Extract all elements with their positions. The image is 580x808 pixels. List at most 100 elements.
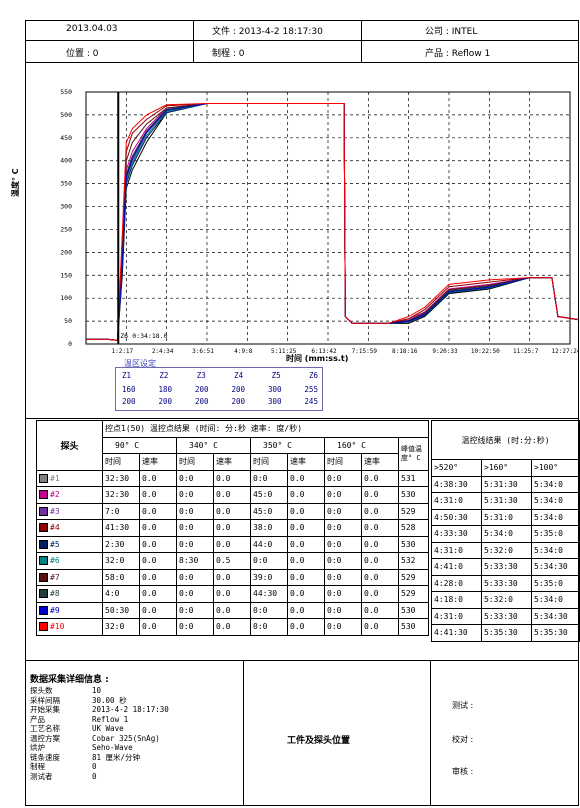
probe-top-header: 控点1(50) 温控点结果 (时间: 分:秒 速率: 度/秒): [101, 420, 430, 438]
probe-cell: 38:0: [250, 519, 288, 537]
result-row: 4:18:0 5:32:0 5:34:0: [431, 591, 580, 609]
y-tick-label: 500: [60, 111, 72, 119]
probe-name: #1: [36, 469, 103, 487]
result-cell: 4:41:30: [431, 624, 482, 642]
probe-cell: 32:0: [102, 618, 140, 636]
zone-label: Z2: [159, 371, 169, 380]
probe-peak: 531: [397, 469, 430, 487]
probe-cell: 44:30: [250, 585, 288, 603]
result-cell: 5:31:30: [481, 475, 532, 493]
series-line-2: [86, 103, 578, 341]
probe-name: #6: [36, 552, 103, 570]
probe-name: #8: [36, 585, 103, 603]
probe-cell: 0.0: [139, 469, 177, 487]
result-cell: 5:33:30: [481, 558, 532, 576]
probe-cell: 0.0: [213, 486, 251, 504]
probe-color-swatch: [39, 523, 48, 533]
result-cell: 4:31:0: [431, 607, 482, 625]
chart-series: [86, 103, 578, 341]
probe-cell: 41:30: [102, 519, 140, 537]
probe-table: 探头 控点1(50) 温控点结果 (时间: 分:秒 速率: 度/秒) 90° C…: [36, 420, 430, 636]
details-row: 工艺名称 UK Wave: [30, 724, 169, 734]
probe-cell: 0:0: [176, 502, 214, 520]
probe-color-swatch: [39, 473, 48, 483]
probe-row: #3 7:0 0.0 0:0 0.0 45:0 0.0 0:0 0.0 529: [36, 502, 430, 520]
probe-cell: 0.0: [139, 502, 177, 520]
probe-cell: 0.5: [213, 552, 251, 570]
result-cell: 5:35:30: [531, 624, 580, 642]
probe-name: #2: [36, 486, 103, 504]
probe-cell: 0.0: [213, 601, 251, 619]
probe-name: #5: [36, 535, 103, 553]
probe-cell: 0.0: [287, 585, 325, 603]
probe-name: #3: [36, 502, 103, 520]
rate-col-header: 速率: [361, 453, 399, 471]
probe-row: #7 58:0 0.0 0:0 0.0 39:0 0.0 0:0 0.0 529: [36, 568, 430, 586]
probe-cell: 0:0: [324, 568, 362, 586]
result-cell: 5:31:30: [481, 492, 532, 510]
time-col-header: 时间: [102, 453, 140, 471]
probe-cell: 0:0: [176, 568, 214, 586]
y-tick-label: 50: [64, 317, 72, 325]
details-title: 数据采集详细信息 :: [30, 675, 109, 685]
result-row: 4:50:30 5:31:0 5:34:0: [431, 508, 580, 526]
temp-header-2: 340° C: [176, 436, 251, 454]
probe-cell: 0.0: [213, 502, 251, 520]
details-key: 产品: [30, 714, 45, 724]
header-divider: [25, 40, 579, 41]
result-cell: 5:34:0: [531, 492, 580, 510]
probe-cell: 0:0: [176, 585, 214, 603]
probe-cell: 32:0: [102, 552, 140, 570]
details-key: 采样间隔: [30, 695, 60, 705]
temperature-chart: 0 50 100 150 200 250 300 350 400 450 500 550 1:2:17…: [60, 88, 578, 355]
probe-cell: 0.0: [287, 519, 325, 537]
probe-cell: 0.0: [213, 618, 251, 636]
chart-grid: [86, 92, 570, 344]
probe-cell: 50:30: [102, 601, 140, 619]
series-line-8: [86, 103, 578, 341]
probe-peak: 530: [397, 486, 430, 504]
probe-row: #9 50:30 0.0 0:0 0.0 0:0 0.0 0:0 0.0 530: [36, 601, 430, 619]
probe-cell: 0:0: [324, 469, 362, 487]
series-line-1: [86, 103, 578, 341]
result-cell: 5:34:0: [531, 475, 580, 493]
probe-row: #8 4:0 0.0 0:0 0.0 44:30 0.0 0:0 0.0 529: [36, 585, 430, 603]
probe-cell: 0:0: [324, 535, 362, 553]
details-value: 0: [92, 762, 97, 771]
probe-header: 探头: [36, 420, 103, 471]
probe-cell: 0:0: [324, 486, 362, 504]
details-value: Cobar 325(SnAg): [92, 733, 160, 743]
details-value: 30.00 秒: [92, 695, 127, 705]
y-tick-label: 550: [60, 88, 72, 96]
result-row: 4:28:0 5:33:30 5:35:0: [431, 574, 580, 592]
header-vline-1: [193, 20, 194, 62]
probe-cell: 0.0: [287, 552, 325, 570]
review-label: 审核 :: [452, 767, 474, 776]
result-cell: 5:32:0: [481, 541, 532, 559]
result-cell: 4:31:0: [431, 492, 482, 510]
details-key: 制程: [30, 762, 45, 771]
probe-cell: 0.0: [361, 601, 399, 619]
y-tick-label: 250: [60, 225, 72, 233]
probe-row: #10 32:0 0.0 0:0 0.0 0:0 0.0 0:0 0.0 530: [36, 618, 430, 636]
x-tick-label: 5:11:25: [271, 348, 297, 355]
result-col-header: >100°: [531, 459, 580, 477]
probe-peak: 530: [397, 601, 430, 619]
probe-cell: 0.0: [139, 601, 177, 619]
probe-row: #4 41:30 0.0 0:0 0.0 38:0 0.0 0:0 0.0 528: [36, 519, 430, 537]
probe-cell: 0.0: [213, 469, 251, 487]
test-label: 测试 :: [452, 701, 474, 710]
probe-cell: 0.0: [361, 469, 399, 487]
details-row: 采样间隔 30.00 秒: [30, 696, 169, 706]
probe-name: #4: [36, 519, 103, 537]
chart-cursor-marker: Z6: [120, 332, 128, 340]
x-tick-label: 4:9:8: [234, 348, 252, 355]
probe-cell: 7:0: [102, 502, 140, 520]
series-line-7: [86, 103, 578, 341]
bottom-vline-2: [430, 660, 431, 806]
result-row: 4:38:30 5:31:30 5:34:0: [431, 475, 580, 493]
probe-cell: 0.0: [213, 519, 251, 537]
probe-cell: 0.0: [287, 535, 325, 553]
details-value: Seho-Wave: [92, 743, 133, 752]
x-tick-label: 9:20:33: [432, 348, 458, 355]
